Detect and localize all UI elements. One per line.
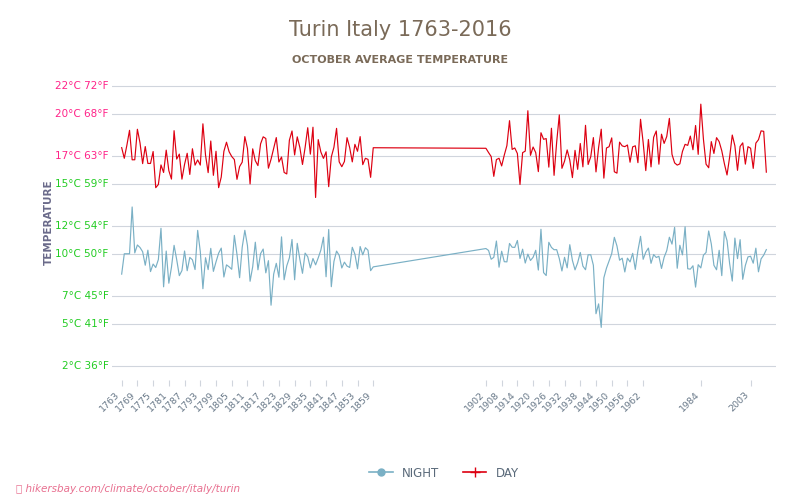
Text: 10°C 50°F: 10°C 50°F [55,249,109,259]
Text: OCTOBER AVERAGE TEMPERATURE: OCTOBER AVERAGE TEMPERATURE [292,55,508,65]
Text: 20°C 68°F: 20°C 68°F [55,109,109,119]
Text: 5°C 41°F: 5°C 41°F [62,319,109,329]
Legend: NIGHT, DAY: NIGHT, DAY [364,462,524,484]
Text: 22°C 72°F: 22°C 72°F [55,81,109,91]
Text: 📍 hikersbay.com/climate/october/italy/turin: 📍 hikersbay.com/climate/october/italy/tu… [16,484,240,494]
Text: 17°C 63°F: 17°C 63°F [55,151,109,161]
Text: 15°C 59°F: 15°C 59°F [55,179,109,189]
Text: 12°C 54°F: 12°C 54°F [55,221,109,231]
Text: TEMPERATURE: TEMPERATURE [44,180,54,266]
Text: Turin Italy 1763-2016: Turin Italy 1763-2016 [289,20,511,40]
Text: 2°C 36°F: 2°C 36°F [62,361,109,371]
Text: 7°C 45°F: 7°C 45°F [62,291,109,301]
